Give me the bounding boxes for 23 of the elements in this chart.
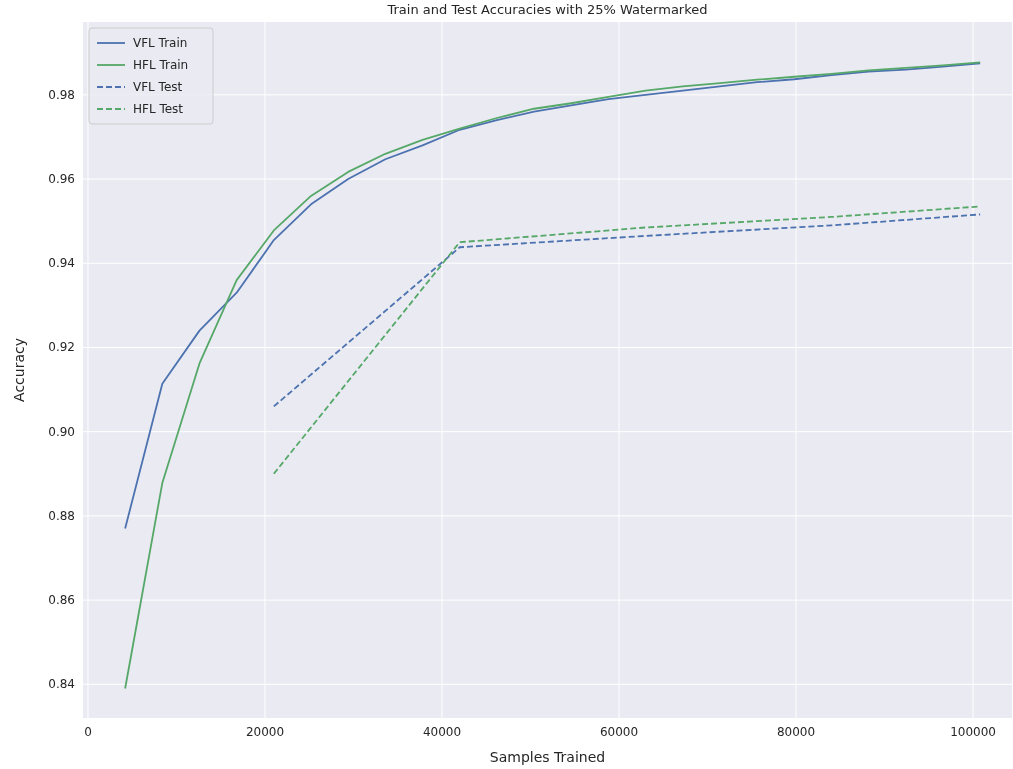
legend-label: HFL Train (133, 58, 189, 72)
y-axis-title: Accuracy (11, 338, 27, 402)
x-tick-label: 20000 (245, 725, 285, 739)
x-tick-label: 0 (84, 725, 92, 739)
legend-label: HFL Test (133, 102, 184, 116)
x-tick-label: 80000 (776, 725, 816, 739)
line-series (272, 213, 982, 408)
legend-label: VFL Test (133, 80, 183, 94)
y-tick-label: 0.96 (48, 172, 75, 187)
x-tick-label: 100000 (950, 725, 996, 739)
legend-label: VFL Train (133, 36, 188, 50)
y-tick-label: 0.92 (48, 340, 75, 355)
y-tick-label: 0.90 (48, 424, 75, 439)
x-axis-title: Samples Trained (489, 749, 606, 765)
y-tick-label: 0.88 (48, 508, 75, 523)
x-tick-label: 40000 (422, 725, 462, 739)
y-tick-label: 0.94 (48, 256, 75, 271)
chart-title: Train and Test Accuracies with 25% Watermarked (386, 2, 708, 17)
line-series (124, 61, 982, 690)
y-tick-label: 0.86 (48, 593, 75, 608)
y-tick-label: 0.84 (48, 677, 75, 692)
y-tick-label: 0.98 (48, 87, 75, 102)
x-tick-label: 60000 (599, 725, 639, 739)
